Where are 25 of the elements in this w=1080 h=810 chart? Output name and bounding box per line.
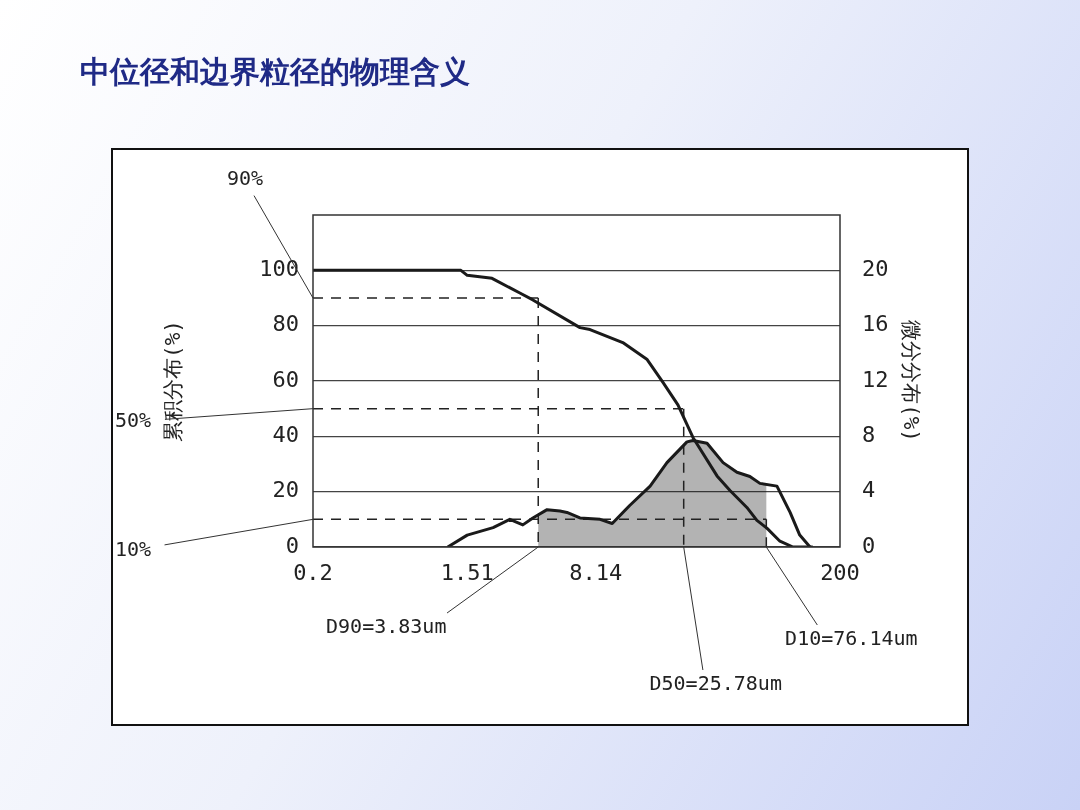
ref-line-label: D10=76.14um bbox=[785, 626, 918, 651]
y2-tick-label: 8 bbox=[862, 422, 876, 448]
x-tick-label: 200 bbox=[820, 559, 860, 585]
y-axis-title: 累积分布(%) bbox=[161, 320, 186, 442]
chart-title: 中位径和边界粒径的物理含义 bbox=[80, 53, 470, 91]
y2-tick-label: 4 bbox=[862, 477, 876, 503]
y-tick-label: 20 bbox=[272, 477, 299, 503]
y2-tick-label: 0 bbox=[862, 532, 876, 558]
ref-line-label: 50% bbox=[114, 407, 152, 432]
ref-line-label: D50=25.78um bbox=[649, 671, 782, 696]
ref-line-label: 90% bbox=[226, 166, 264, 191]
x-tick-label: 0.2 bbox=[293, 559, 333, 585]
x-tick-label: 8.14 bbox=[569, 559, 623, 585]
y2-tick-label: 20 bbox=[862, 256, 889, 282]
y-tick-label: 100 bbox=[259, 256, 299, 282]
ref-line-label: 10% bbox=[114, 536, 152, 561]
y-tick-label: 60 bbox=[272, 366, 299, 392]
y-tick-label: 80 bbox=[272, 311, 299, 337]
y-tick-label: 0 bbox=[285, 532, 299, 558]
y-tick-label: 40 bbox=[272, 422, 299, 448]
y2-tick-label: 12 bbox=[862, 366, 889, 392]
ref-line-label: D90=3.83um bbox=[326, 614, 447, 639]
x-tick-label: 1.51 bbox=[440, 559, 494, 585]
y2-axis-title: 微分分布(%) bbox=[898, 320, 923, 442]
y2-tick-label: 16 bbox=[862, 311, 889, 337]
